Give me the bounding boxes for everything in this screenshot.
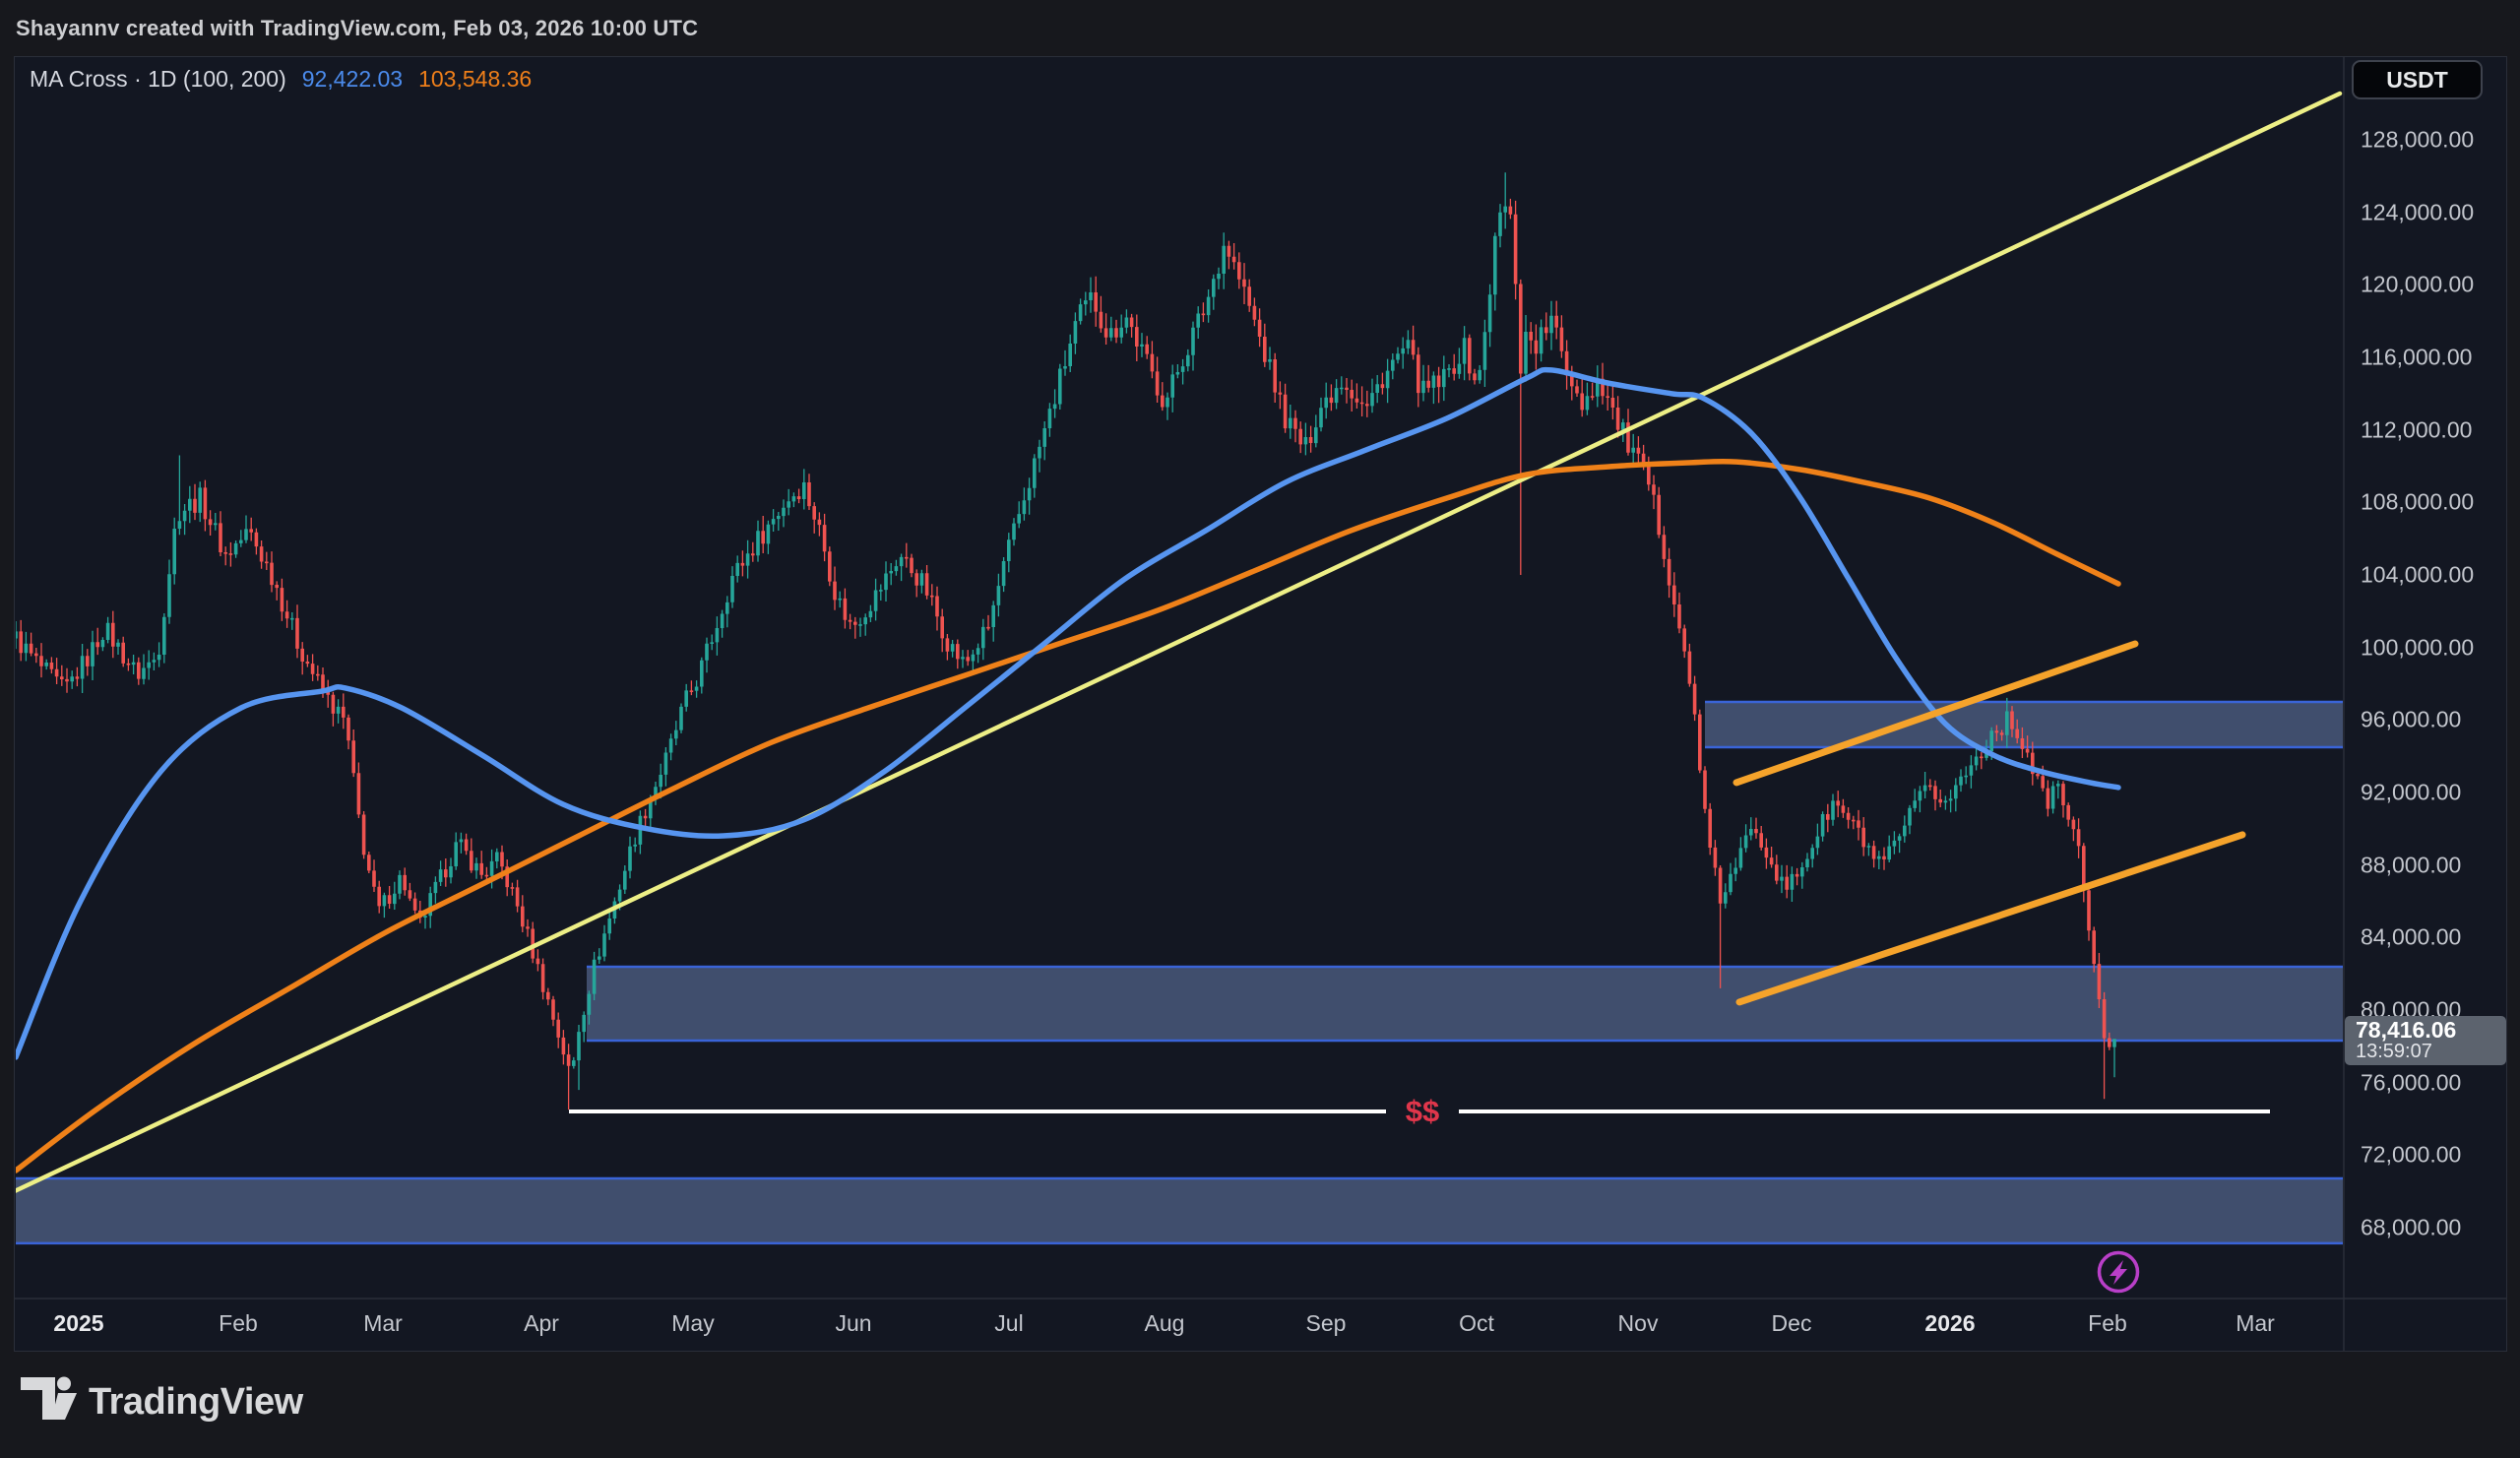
time-axis-label: Mar <box>2236 1310 2275 1336</box>
time-axis-label: Apr <box>524 1310 559 1336</box>
ma-100-line <box>16 366 2121 1060</box>
time-axis-label: Aug <box>1144 1310 1185 1336</box>
time-axis-label: Sep <box>1305 1310 1347 1336</box>
time-axis-label: Oct <box>1459 1310 1494 1336</box>
lightning-marker <box>2097 1250 2140 1294</box>
currency-toggle-button[interactable]: USDT <box>2352 60 2483 99</box>
last-price-value: 78,416.06 <box>2356 1017 2457 1043</box>
yellow-trendline <box>16 91 2343 1193</box>
price-axis-label: 128,000.00 <box>2361 126 2475 153</box>
time-axis-label: Feb <box>2088 1310 2127 1336</box>
price-axis-label: 120,000.00 <box>2361 271 2475 297</box>
channel-upper-trendline <box>1732 640 2139 787</box>
price-axis-label: 72,000.00 <box>2361 1141 2462 1168</box>
ma-200-line <box>16 458 2121 1173</box>
time-axis-label: Mar <box>363 1310 403 1336</box>
time-axis-label: Feb <box>219 1310 258 1336</box>
bar-countdown: 13:59:07 <box>2356 1041 2432 1062</box>
dollar-label: $$ <box>1406 1094 1439 1128</box>
indicator-legend[interactable]: MA Cross · 1D (100, 200) 92,422.03 103,5… <box>30 66 532 93</box>
tradingview-logo-text: TradingView <box>89 1381 303 1423</box>
price-axis-label: 84,000.00 <box>2361 923 2462 950</box>
last-price-label: 78,416.06 13:59:07 <box>2345 1016 2506 1065</box>
tradingview-logo-icon <box>21 1376 77 1420</box>
ma-slow-value: 103,548.36 <box>418 66 533 92</box>
mid-support-zone <box>587 967 2343 1041</box>
attribution-text: Shayannv created with TradingView.com, F… <box>16 16 699 40</box>
price-axis-label: 92,000.00 <box>2361 779 2462 805</box>
price-axis-label: 100,000.00 <box>2361 634 2475 661</box>
time-axis-label: May <box>671 1310 715 1336</box>
price-axis-label: 76,000.00 <box>2361 1069 2462 1096</box>
time-axis-label: 2025 <box>53 1310 104 1336</box>
time-axis-label: Dec <box>1771 1310 1812 1336</box>
indicator-legend-label: MA Cross · 1D (100, 200) <box>30 66 286 92</box>
price-axis-label: 68,000.00 <box>2361 1214 2462 1240</box>
price-axis-label: 116,000.00 <box>2361 344 2473 370</box>
price-axis-label: 124,000.00 <box>2361 199 2475 225</box>
time-axis-label: Nov <box>1617 1310 1659 1336</box>
ma-fast-value: 92,422.03 <box>301 66 404 92</box>
price-axis-label: 108,000.00 <box>2361 488 2475 515</box>
time-axis-label: Jun <box>835 1310 872 1336</box>
lower-support-zone <box>16 1178 2343 1243</box>
time-axis-label: 2026 <box>1924 1310 1976 1336</box>
price-axis-label: 112,000.00 <box>2361 416 2473 443</box>
price-axis-label: 96,000.00 <box>2361 706 2462 732</box>
channel-lower-trendline <box>1735 831 2246 1006</box>
time-axis-label: Jul <box>994 1310 1024 1336</box>
price-axis-label: 104,000.00 <box>2361 561 2475 588</box>
price-axis-label: 88,000.00 <box>2361 852 2462 878</box>
